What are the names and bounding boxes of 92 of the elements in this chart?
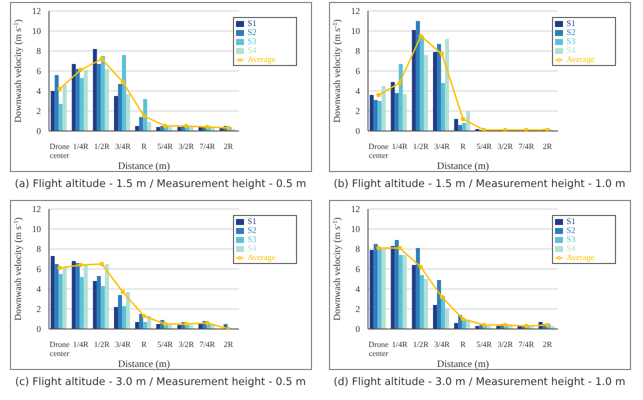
x-tick-label: 7/4R	[518, 142, 534, 151]
y-tick-label: 0	[355, 324, 360, 334]
x-tick-label: 1/4R	[72, 142, 89, 151]
x-tick-label: 3/4R	[114, 340, 131, 349]
x-tick-label: 1/2R	[93, 340, 110, 349]
x-tick-label: 5/4R	[156, 340, 174, 349]
legend-label: S2	[566, 225, 576, 236]
y-tick-label: 0	[355, 126, 360, 136]
legend-label: S1	[566, 18, 576, 28]
legend-label: S3	[566, 36, 576, 46]
y-tick-label: 6	[36, 66, 41, 76]
legend-label: Average	[566, 54, 595, 64]
x-tick-label: Drone center	[368, 340, 388, 358]
x-tick-label: 2R	[542, 340, 552, 349]
x-tick-label: 3/4R	[434, 142, 450, 151]
x-tick-label: 1/2R	[412, 340, 429, 349]
legend-label: S2	[566, 27, 576, 38]
legend-label: S2	[248, 27, 256, 38]
x-tick-label: 7/4R	[199, 340, 216, 349]
x-tick-label: 2R	[542, 142, 552, 151]
legend-label: S4	[248, 45, 256, 56]
text: (d) Flight altitude - 3.0 m / Measurement height - 1.0 m	[332, 376, 626, 388]
x-tick-label: Drone center	[49, 340, 70, 358]
legend-label: S4	[248, 243, 256, 254]
y-tick-label: 2	[355, 304, 360, 314]
x-tick-label: R	[460, 340, 466, 349]
x-tick-label: Drone center	[49, 142, 70, 160]
y-tick-label: 10	[32, 224, 41, 234]
y-tick-label: 2	[355, 106, 360, 116]
x-tick-label: 1/4R	[72, 340, 89, 349]
legend-label: S2	[248, 225, 256, 236]
x-axis-title: Distance (m)	[436, 161, 488, 172]
x-tick-label: R	[140, 340, 147, 349]
y-tick-label: 10	[350, 26, 360, 36]
x-tick-label: 2R	[223, 340, 234, 349]
y-tick-label: 4	[36, 284, 41, 294]
x-tick-label: 3/2R	[496, 340, 514, 349]
legend-label: S1	[248, 216, 256, 226]
x-tick-label: 5/4R	[156, 142, 174, 151]
x-axis-title: Distance (m)	[118, 161, 170, 172]
legend-label: Average	[248, 54, 276, 64]
x-tick-label: 3/4R	[434, 340, 450, 349]
y-tick-label: 12	[32, 204, 40, 214]
x-tick-label: 1/2R	[412, 142, 429, 151]
x-tick-label: 5/4R	[476, 340, 492, 349]
text: (b) Flight altitude - 1.5 m / Measurement height - 1.0 m	[332, 178, 626, 190]
x-tick-label: 2R	[223, 142, 234, 151]
legend-label: S1	[248, 18, 256, 28]
x-axis-title: Distance (m)	[436, 359, 488, 370]
y-tick-label: 8	[36, 46, 41, 56]
y-tick-label: 4	[355, 284, 360, 294]
y-tick-label: 0	[36, 126, 41, 136]
y-tick-label: 10	[350, 224, 360, 234]
y-tick-label: 10	[32, 26, 41, 36]
text: (a) Flight altitude - 1.5 m / Measurement height - 0.5 m	[14, 178, 308, 190]
y-tick-label: 8	[355, 244, 360, 254]
y-tick-label: 8	[36, 244, 41, 254]
x-tick-label: Drone center	[368, 142, 388, 160]
y-tick-label: 0	[36, 324, 41, 334]
legend-label: S3	[248, 36, 256, 46]
x-tick-label: R	[460, 142, 466, 151]
legend-label: S3	[566, 234, 576, 244]
y-tick-label: 12	[350, 204, 360, 214]
x-tick-label: 1/4R	[391, 340, 408, 349]
legend-label: Average	[566, 252, 595, 262]
y-tick-label: 4	[355, 86, 360, 96]
y-tick-label: 12	[350, 6, 360, 16]
y-tick-label: 4	[36, 86, 41, 96]
legend-label: S3	[248, 234, 256, 244]
legend-label: S4	[566, 45, 576, 56]
x-axis-title: Distance (m)	[118, 359, 170, 370]
x-tick-label: 1/2R	[93, 142, 110, 151]
x-tick-label: 3/2R	[496, 142, 514, 151]
y-tick-label: 12	[32, 6, 40, 16]
x-tick-label: 5/4R	[476, 142, 492, 151]
y-tick-label: 2	[36, 106, 40, 116]
x-tick-label: 3/4R	[114, 142, 131, 151]
x-tick-label: 3/2R	[178, 340, 194, 349]
y-tick-label: 6	[36, 264, 41, 274]
y-tick-label: 6	[355, 264, 360, 274]
y-tick-label: 8	[355, 46, 360, 56]
x-tick-label: 3/2R	[178, 142, 194, 151]
x-tick-label: 1/4R	[391, 142, 408, 151]
legend-label: S4	[566, 243, 576, 254]
y-tick-label: 6	[355, 66, 360, 76]
text: (c) Flight altitude - 3.0 m / Measurement height - 0.5 m	[14, 376, 307, 388]
y-tick-label: 2	[36, 304, 40, 314]
legend-label: Average	[248, 252, 276, 262]
legend-label: S1	[566, 216, 576, 226]
x-tick-label: 7/4R	[518, 340, 534, 349]
x-tick-label: 7/4R	[199, 142, 216, 151]
x-tick-label: R	[140, 142, 147, 151]
